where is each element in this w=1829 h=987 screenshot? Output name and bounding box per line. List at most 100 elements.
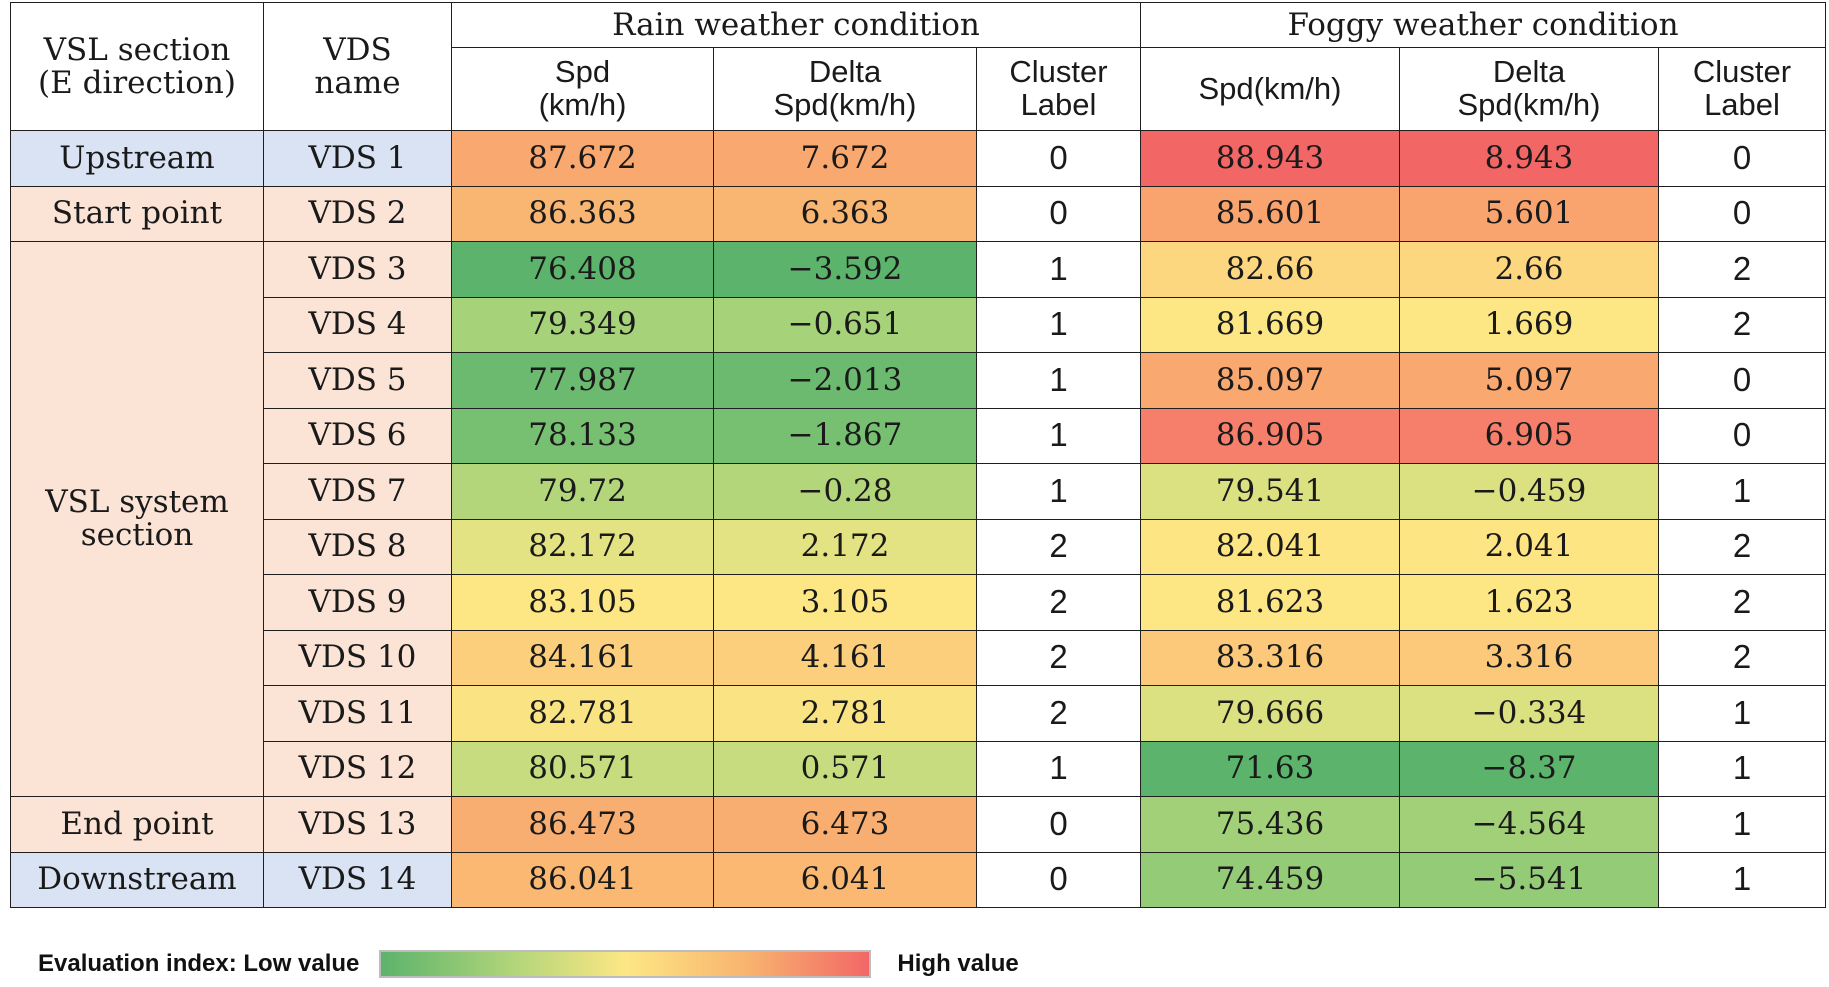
fog-delta-cell: 1.669: [1399, 296, 1659, 353]
rain-delta-cell: 4.161: [713, 629, 977, 686]
rain-delta-cell: −2.013: [713, 352, 977, 409]
fog-cluster-cell: 1: [1658, 796, 1826, 853]
rain-delta-cell: 3.105: [713, 574, 977, 631]
fog-cluster-cell: 1: [1658, 851, 1826, 908]
rain-spd-cell: 83.105: [451, 574, 714, 631]
rain-spd-cell: 84.161: [451, 629, 714, 686]
fog-spd-cell: 79.666: [1140, 685, 1400, 742]
fog-spd-cell: 82.66: [1140, 241, 1400, 298]
fog-delta-cell: −8.37: [1399, 740, 1659, 797]
fog-delta-cell: −0.334: [1399, 685, 1659, 742]
rain-delta-cell: 0.571: [713, 740, 977, 797]
table-row: VDS 12 80.571 0.571 1 71.63 −8.37 1: [11, 740, 1826, 797]
vds-name-cell: VDS 12: [263, 740, 452, 797]
header-rain-delta-spd: Delta Spd(km/h): [713, 47, 977, 131]
fog-delta-cell: 3.316: [1399, 629, 1659, 686]
fog-spd-cell: 88.943: [1140, 130, 1400, 187]
fog-cluster-cell: 0: [1658, 407, 1826, 464]
table-row: VSL system section VDS 3 76.408 −3.592 1 82.6…: [10, 241, 1826, 797]
fog-cluster-cell: 1: [1658, 685, 1826, 742]
table-row: Upstream VDS 1 87.672 7.672 0 88.943 8.943 0: [10, 130, 1826, 187]
header-fog-delta-spd: Delta Spd(km/h): [1399, 47, 1659, 131]
rain-spd-cell: 82.781: [451, 685, 714, 742]
rain-delta-cell: 6.473: [713, 796, 977, 853]
fog-spd-cell: 75.436: [1140, 796, 1400, 853]
rain-spd-cell: 78.133: [451, 407, 714, 464]
vds-name-cell: VDS 4: [263, 296, 452, 353]
section-label-cell: Upstream: [10, 130, 264, 187]
fog-cluster-cell: 1: [1658, 463, 1826, 520]
vds-name-cell: VDS 10: [263, 629, 452, 686]
rain-cluster-cell: 1: [976, 407, 1141, 464]
rain-delta-cell: 7.672: [713, 130, 977, 187]
rain-cluster-cell: 2: [976, 685, 1141, 742]
section-label-cell: Start point: [10, 185, 264, 242]
rain-cluster-cell: 2: [976, 574, 1141, 631]
rain-delta-cell: 2.781: [713, 685, 977, 742]
rain-spd-cell: 79.72: [451, 463, 714, 520]
vds-name-cell: VDS 6: [263, 407, 452, 464]
table-row: VDS 11 82.781 2.781 2 79.666 −0.334 1: [11, 685, 1826, 742]
header-fog-spd: Spd(km/h): [1140, 47, 1400, 131]
fog-delta-cell: −4.564: [1399, 796, 1659, 853]
table-row: VDS 7 79.72 −0.28 1 79.541 −0.459 1: [11, 463, 1826, 520]
vds-name-cell: VDS 3: [263, 241, 452, 298]
fog-cluster-cell: 2: [1658, 241, 1826, 298]
fog-cluster-cell: 2: [1658, 296, 1826, 353]
fog-delta-cell: 1.623: [1399, 574, 1659, 631]
rain-delta-cell: −1.867: [713, 407, 977, 464]
fog-delta-cell: 8.943: [1399, 130, 1659, 187]
table-body: Upstream VDS 1 87.672 7.672 0 88.943 8.943 0 Sta…: [10, 130, 1826, 908]
fog-delta-cell: 5.601: [1399, 185, 1659, 242]
section-label-cell: Downstream: [10, 851, 264, 908]
fog-spd-cell: 81.669: [1140, 296, 1400, 353]
header-fog-cluster-label: Cluster Label: [1658, 47, 1826, 131]
rain-cluster-cell: 2: [976, 629, 1141, 686]
fog-spd-cell: 85.097: [1140, 352, 1400, 409]
fog-cluster-cell: 0: [1658, 130, 1826, 187]
rain-spd-cell: 76.408: [451, 241, 714, 298]
fog-spd-cell: 71.63: [1140, 740, 1400, 797]
legend-low-label: Evaluation index: Low value: [38, 950, 360, 977]
table-row: End point VDS 13 86.473 6.473 0 75.436 −4.564 1: [10, 796, 1826, 853]
color-legend: Evaluation index: Low value High value: [38, 950, 1019, 978]
fog-cluster-cell: 2: [1658, 574, 1826, 631]
rain-delta-cell: 6.363: [713, 185, 977, 242]
vds-name-cell: VDS 1: [263, 130, 452, 187]
rain-delta-cell: −0.651: [713, 296, 977, 353]
fog-delta-cell: 2.66: [1399, 241, 1659, 298]
fog-delta-cell: −5.541: [1399, 851, 1659, 908]
section-label-cell: VSL system section: [10, 241, 264, 797]
fog-spd-cell: 82.041: [1140, 518, 1400, 575]
section-label-cell: End point: [10, 796, 264, 853]
vds-name-cell: VDS 7: [263, 463, 452, 520]
header-rain-condition: Rain weather condition: [451, 2, 1141, 48]
rain-delta-cell: 6.041: [713, 851, 977, 908]
header-vsl-section: VSL section (E direction): [10, 2, 264, 131]
rain-delta-cell: −3.592: [713, 241, 977, 298]
rain-cluster-cell: 1: [976, 241, 1141, 298]
legend-high-label: High value: [897, 950, 1019, 977]
fog-spd-cell: 74.459: [1140, 851, 1400, 908]
rain-spd-cell: 86.041: [451, 851, 714, 908]
fog-spd-cell: 81.623: [1140, 574, 1400, 631]
vds-name-cell: VDS 2: [263, 185, 452, 242]
fog-cluster-cell: 1: [1658, 740, 1826, 797]
table-row: VDS 8 82.172 2.172 2 82.041 2.041 2: [11, 518, 1826, 575]
fog-cluster-cell: 2: [1658, 629, 1826, 686]
rain-spd-cell: 86.473: [451, 796, 714, 853]
vds-name-cell: VDS 5: [263, 352, 452, 409]
rain-cluster-cell: 0: [976, 185, 1141, 242]
rain-cluster-cell: 0: [976, 851, 1141, 908]
header-vds-name: VDS name: [263, 2, 452, 131]
table-row: VDS 6 78.133 −1.867 1 86.905 6.905 0: [11, 407, 1826, 464]
fog-spd-cell: 79.541: [1140, 463, 1400, 520]
header-rain-spd: Spd (km/h): [451, 47, 714, 131]
fog-delta-cell: 5.097: [1399, 352, 1659, 409]
rain-cluster-cell: 1: [976, 296, 1141, 353]
rain-spd-cell: 86.363: [451, 185, 714, 242]
fog-spd-cell: 86.905: [1140, 407, 1400, 464]
results-table-container: VSL section (E direction) VDS name Rain …: [10, 2, 1826, 908]
table-row: VDS 5 77.987 −2.013 1 85.097 5.097 0: [11, 352, 1826, 409]
fog-delta-cell: 2.041: [1399, 518, 1659, 575]
